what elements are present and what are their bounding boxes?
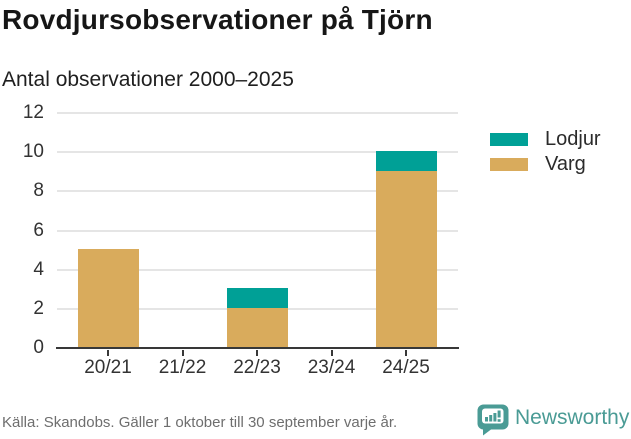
bar-segment-lodjur-22-23 (226, 288, 288, 308)
y-axis-label: 8 (33, 180, 44, 202)
y-axis-label: 2 (33, 297, 44, 319)
legend-item-lodjur: Lodjur (490, 128, 601, 150)
legend-swatch-lodjur (490, 132, 528, 146)
gridline (57, 229, 458, 232)
chart-subtitle: Antal observationer 2000–2025 (2, 68, 294, 91)
bar-segment-lodjur-24-25 (375, 151, 437, 171)
x-axis-tick (256, 350, 258, 356)
legend-swatch-varg (490, 157, 528, 171)
x-axis-label: 20/21 (84, 357, 132, 378)
bar-segment-varg-20-21 (77, 249, 139, 347)
x-axis-tick (181, 350, 184, 356)
x-axis-tick (107, 350, 109, 356)
gridline (57, 112, 458, 114)
bar-chart: 0 2 4 6 8 10 12 20/21 21/22 22/23 23/24 24/25 (0, 102, 470, 393)
x-axis-label: 24/25 (382, 357, 430, 378)
chart-legend: Lodjur Varg (490, 128, 601, 182)
bar-segment-varg-22-23 (226, 307, 288, 347)
x-axis-tick (405, 350, 407, 356)
legend-label-lodjur: Lodjur (545, 127, 601, 150)
y-axis-label: 4 (33, 258, 44, 280)
gridline (57, 151, 458, 154)
chart-title: Rovdjursobservationer på Tjörn (2, 4, 433, 35)
y-axis-label: 12 (22, 102, 44, 123)
plot-area: 20/21 21/22 22/23 23/24 24/25 (56, 112, 459, 378)
y-axis: 0 2 4 6 8 10 12 (0, 102, 44, 358)
y-axis-label: 10 (22, 141, 44, 163)
legend-item-varg: Varg (490, 153, 601, 175)
newsworthy-wordmark: Newsworthy (515, 406, 630, 429)
y-axis-label: 0 (33, 337, 44, 358)
x-axis-line (56, 347, 459, 349)
x-axis-label: 23/24 (307, 357, 356, 378)
x-axis-label: 21/22 (158, 357, 207, 378)
legend-label-varg: Varg (545, 152, 586, 175)
bar-segment-varg-24-25 (375, 170, 437, 347)
newsworthy-logo[interactable]: Newsworthy (477, 404, 629, 436)
x-axis-tick (330, 350, 333, 356)
x-axis-label: 22/23 (233, 357, 281, 378)
gridline (57, 190, 458, 193)
source-note: Källa: Skandobs. Gäller 1 oktober till 3… (2, 414, 398, 431)
y-axis-label: 6 (33, 219, 44, 241)
gridline (57, 268, 458, 271)
newsworthy-bubble-chart-icon (477, 404, 509, 436)
